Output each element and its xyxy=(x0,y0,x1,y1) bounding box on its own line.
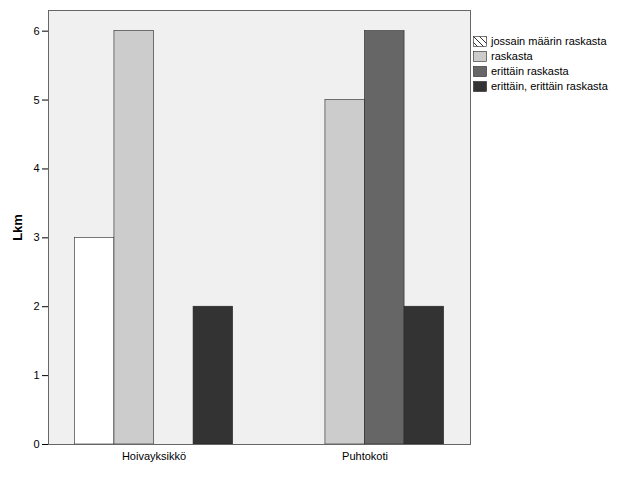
html-text:erittäin, erittäin raskasta: erittäin, erittäin raskasta xyxy=(491,80,608,92)
svg-text:Hoivayksikkö: Hoivayksikkö xyxy=(122,450,186,462)
svg-text:0: 0 xyxy=(33,438,39,450)
html-text:jossain määrin raskasta: jossain määrin raskasta xyxy=(491,35,607,47)
svg-text:1: 1 xyxy=(33,369,39,381)
svg-text:3: 3 xyxy=(33,231,39,243)
svg-text:Puhtokoti: Puhtokoti xyxy=(342,450,388,462)
svg-text:6: 6 xyxy=(33,25,39,37)
html-text:raskasta: raskasta xyxy=(491,50,533,62)
svg-text:Lkm: Lkm xyxy=(10,214,25,241)
svg-text:4: 4 xyxy=(33,162,39,174)
svg-text:5: 5 xyxy=(33,94,39,106)
svg-text:2: 2 xyxy=(33,300,39,312)
html-text:erittäin raskasta: erittäin raskasta xyxy=(491,65,569,77)
